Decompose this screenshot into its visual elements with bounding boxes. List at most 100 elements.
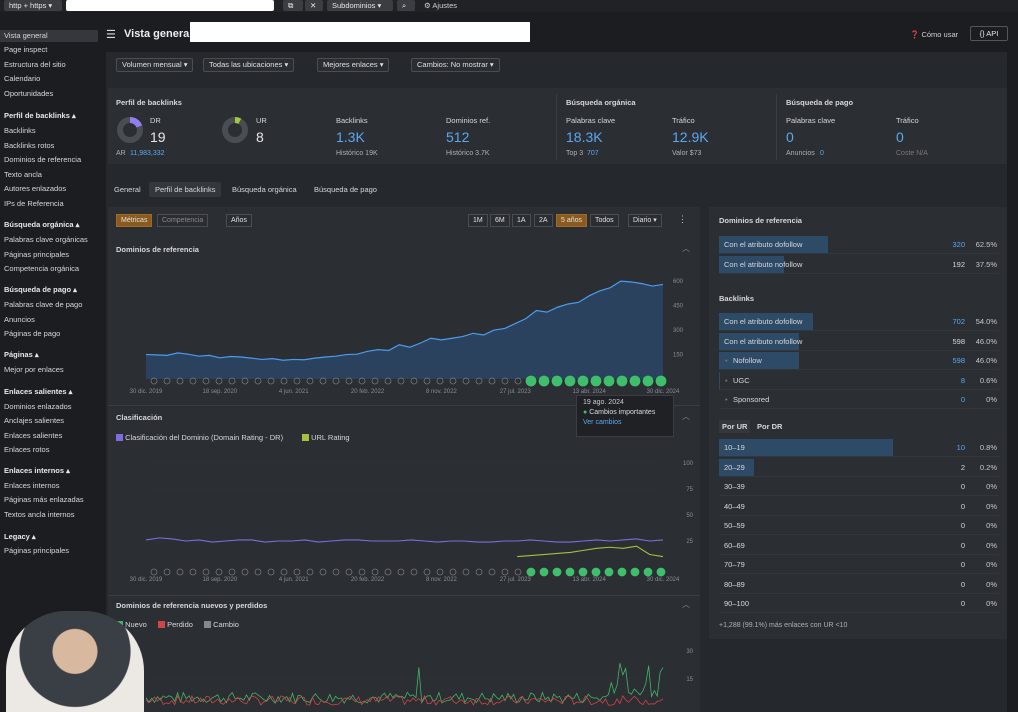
- api-button[interactable]: {} API: [970, 26, 1008, 41]
- row-value[interactable]: 192: [952, 259, 965, 269]
- event-marker[interactable]: [577, 375, 589, 387]
- close-icon[interactable]: ✕: [305, 0, 323, 11]
- row-value[interactable]: 0: [960, 560, 965, 569]
- range-button-1[interactable]: 6M: [490, 214, 510, 227]
- dr_rows-row[interactable]: 10–19 10 0.8%: [719, 438, 999, 457]
- sidebar-item-13[interactable]: Palabras clave orgánicas: [4, 235, 88, 244]
- event-marker[interactable]: [332, 377, 340, 385]
- dr_rows-row[interactable]: 70–79 0 0%: [719, 555, 999, 574]
- event-marker[interactable]: [345, 568, 353, 576]
- event-marker[interactable]: [189, 377, 197, 385]
- sidebar-item-1[interactable]: Page inspect: [4, 45, 48, 54]
- dr_rows-row[interactable]: 90–100 0 0%: [719, 594, 999, 613]
- interval-select[interactable]: Diario ▾: [628, 214, 662, 227]
- sidebar-item-18[interactable]: Anuncios: [4, 315, 35, 324]
- event-marker[interactable]: [449, 568, 457, 576]
- event-marker[interactable]: [436, 377, 444, 385]
- rd_rows-row[interactable]: Con el atributo nofollow 192 37.5%: [719, 255, 999, 274]
- target-input[interactable]: [190, 22, 530, 42]
- backlinks-value[interactable]: 1.3K: [336, 129, 365, 145]
- event-marker[interactable]: [228, 377, 236, 385]
- event-marker[interactable]: [163, 377, 171, 385]
- legend-dr[interactable]: Clasificación del Dominio (Domain Rating…: [116, 433, 283, 442]
- legend-lost[interactable]: Perdido: [158, 620, 193, 629]
- event-marker[interactable]: [358, 377, 366, 385]
- event-marker[interactable]: [254, 377, 262, 385]
- event-marker[interactable]: [306, 568, 314, 576]
- event-marker[interactable]: [150, 377, 158, 385]
- dr_rows-row[interactable]: 80–89 0 0%: [719, 575, 999, 594]
- bl_rows-row[interactable]: UGC • 8 0.6%: [719, 371, 999, 390]
- dr_rows-row[interactable]: 30–39 0 0%: [719, 477, 999, 496]
- help-link[interactable]: ❓ Cómo usar: [910, 30, 959, 39]
- event-marker[interactable]: [436, 568, 444, 576]
- search-icon[interactable]: ⌕: [397, 0, 415, 11]
- sidebar-item-6[interactable]: Backlinks: [4, 126, 36, 135]
- sidebar-item-11[interactable]: IPs de Referencia: [4, 199, 64, 208]
- top3-value[interactable]: 707: [587, 150, 599, 157]
- event-marker[interactable]: [514, 377, 522, 385]
- legend-ur[interactable]: URL Rating: [302, 433, 350, 442]
- event-marker[interactable]: [552, 567, 562, 577]
- sidebar-item-7[interactable]: Backlinks rotos: [4, 141, 55, 150]
- sidebar-item-0[interactable]: Vista general: [0, 30, 98, 42]
- bl_rows-row[interactable]: Con el atributo dofollow 702 54.0%: [719, 312, 999, 331]
- event-marker[interactable]: [604, 567, 614, 577]
- sidebar-item-10[interactable]: Autores enlazados: [4, 184, 67, 193]
- event-marker[interactable]: [280, 568, 288, 576]
- event-marker[interactable]: [202, 377, 210, 385]
- event-marker[interactable]: [410, 377, 418, 385]
- row-value[interactable]: 0: [960, 540, 965, 550]
- sidebar-item-3[interactable]: Calendario: [4, 74, 41, 83]
- sidebar-item-8[interactable]: Dominios de referencia: [4, 155, 82, 164]
- location-filter[interactable]: Todas las ubicaciones ▾: [203, 58, 295, 72]
- event-marker[interactable]: [384, 568, 392, 576]
- protocol-select[interactable]: http + https ▾: [4, 0, 62, 11]
- tab-organic[interactable]: Búsqueda orgánica: [232, 185, 297, 194]
- tab-by-dr[interactable]: Por DR: [757, 422, 783, 431]
- sidebar-item-19[interactable]: Páginas de pago: [4, 329, 61, 338]
- event-marker[interactable]: [215, 377, 223, 385]
- tab-general[interactable]: General: [114, 185, 141, 194]
- collapse-icon[interactable]: ︿: [682, 244, 690, 253]
- dr_rows-row[interactable]: 40–49 0 0%: [719, 497, 999, 516]
- event-marker[interactable]: [488, 377, 496, 385]
- event-marker[interactable]: [280, 377, 288, 385]
- event-marker[interactable]: [501, 377, 509, 385]
- event-marker[interactable]: [462, 568, 470, 576]
- row-value[interactable]: 2: [960, 462, 965, 472]
- years-toggle[interactable]: Años: [226, 214, 252, 227]
- rd_rows-row[interactable]: Con el atributo dofollow 320 62.5%: [719, 235, 999, 254]
- tooltip-link[interactable]: Ver cambios: [583, 419, 622, 426]
- sidebar-item-17[interactable]: Palabras clave de pago: [4, 300, 83, 309]
- event-marker[interactable]: [655, 375, 667, 387]
- event-marker[interactable]: [617, 567, 627, 577]
- row-value[interactable]: 0: [960, 521, 965, 530]
- dr_rows-row[interactable]: 20–29 2 0.2%: [719, 458, 999, 477]
- sidebar-item-21[interactable]: Mejor por enlaces: [4, 365, 64, 374]
- copy-icon[interactable]: ⧉: [283, 0, 303, 11]
- ads-value[interactable]: 0: [820, 150, 824, 157]
- event-marker[interactable]: [189, 568, 197, 576]
- paid-traffic-value[interactable]: 0: [896, 129, 904, 145]
- event-marker[interactable]: [538, 375, 550, 387]
- sidebar-item-26[interactable]: Enlaces rotos: [4, 445, 50, 454]
- row-value[interactable]: 0: [960, 501, 965, 511]
- event-marker[interactable]: [254, 568, 262, 576]
- sidebar-item-9[interactable]: Texto ancla: [4, 170, 42, 179]
- event-marker[interactable]: [423, 377, 431, 385]
- event-marker[interactable]: [642, 375, 654, 387]
- event-marker[interactable]: [551, 375, 563, 387]
- event-marker[interactable]: [358, 568, 366, 576]
- range-button-2[interactable]: 1A: [512, 214, 531, 227]
- event-marker[interactable]: [293, 568, 301, 576]
- dr_rows-row[interactable]: 50–59 0 0%: [719, 516, 999, 535]
- row-value[interactable]: 320: [952, 240, 965, 249]
- event-marker[interactable]: [501, 568, 509, 576]
- event-marker[interactable]: [656, 567, 666, 577]
- event-marker[interactable]: [475, 377, 483, 385]
- tab-paid[interactable]: Búsqueda de pago: [314, 185, 377, 194]
- sidebar-item-15[interactable]: Competencia orgánica: [4, 264, 80, 273]
- event-marker[interactable]: [319, 568, 327, 576]
- menu-icon[interactable]: ☰: [106, 29, 116, 41]
